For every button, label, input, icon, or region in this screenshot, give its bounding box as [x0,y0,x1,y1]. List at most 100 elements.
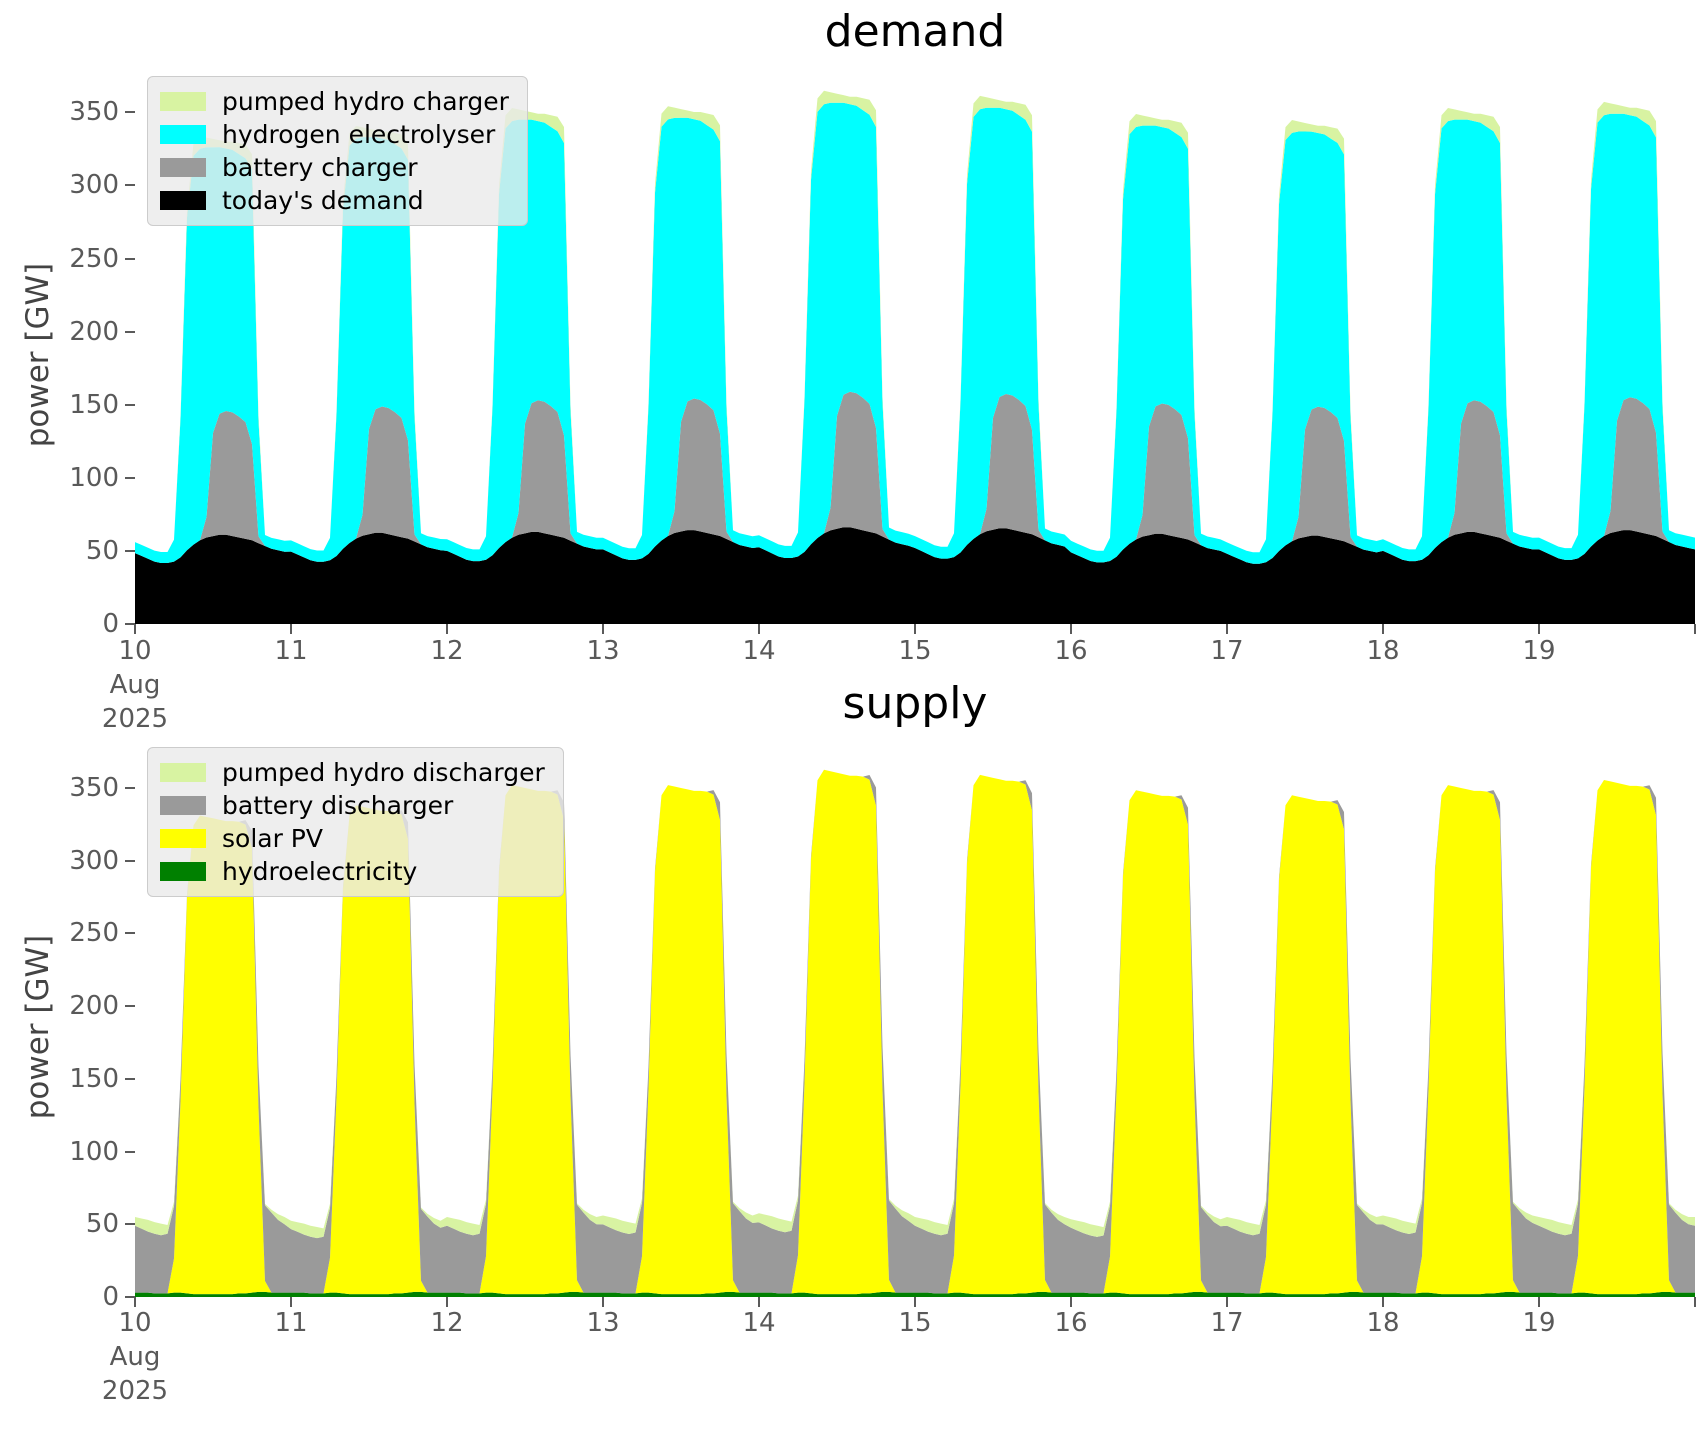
demand-ytick-mark [125,403,135,406]
legend-label-hydroelectricity: hydroelectricity [222,857,418,886]
legend-item-battery-discharger: battery discharger [160,789,545,822]
supply-xtick-label-18: 18 [1366,1308,1400,1338]
legend-swatch-pumped-hydro-discharger [160,763,206,782]
demand-ytick-mark [125,184,135,187]
supply-xtick-mark [134,1297,136,1307]
supply-xtick-label-17: 17 [1210,1308,1244,1338]
supply-xtick-label-13: 13 [586,1308,620,1338]
demand-y-axis-label: power [GW] [20,262,56,448]
legend-swatch-hydroelectricity [160,862,206,881]
legend-item-pumped-hydro-charger: pumped hydro charger [160,85,509,118]
legend-swatch-solar-pv [160,829,206,848]
demand-xtick-mark [1538,624,1540,634]
supply-xtick-mark [758,1297,760,1307]
demand-ytick-label-100: 100 [69,462,119,493]
demand-ytick-mark [125,257,135,260]
legend-item-today-s-demand: today's demand [160,184,509,217]
supply-chart-title: supply [842,678,988,729]
demand-xtick-label-12: 12 [430,636,464,666]
demand-xaxis-sublabel-aug: Aug [109,670,161,700]
supply-ytick-label-300: 300 [69,845,119,876]
demand-xtick-label-14: 14 [742,636,776,666]
supply-xtick-label-16: 16 [1054,1308,1088,1338]
demand-xtick-label-11: 11 [274,636,308,666]
supply-ytick-label-150: 150 [69,1063,119,1094]
demand-xtick-label-10: 10 [118,636,152,666]
demand-ytick-label-250: 250 [69,243,119,274]
demand-xtick-label-17: 17 [1210,636,1244,666]
demand-xtick-mark [290,624,292,634]
legend-label-pumped-hydro-discharger: pumped hydro discharger [222,758,545,787]
supply-xtick-mark [914,1297,916,1307]
legend-item-battery-charger: battery charger [160,151,509,184]
supply-xtick-mark [1538,1297,1540,1307]
supply-xtick-mark [1226,1297,1228,1307]
demand-ytick-label-350: 350 [69,97,119,128]
demand-xtick-mark [1694,624,1696,634]
legend-swatch-hydrogen-electrolyser [160,125,206,144]
supply-xtick-mark [446,1297,448,1307]
supply-ytick-mark [125,859,135,862]
supply-xtick-label-12: 12 [430,1308,464,1338]
legend-label-today-s-demand: today's demand [222,186,424,215]
legend-item-hydroelectricity: hydroelectricity [160,855,545,888]
demand-ytick-label-50: 50 [85,535,119,566]
area-solar-pv [135,769,1695,1295]
area-battery-charger [135,391,1695,564]
demand-xtick-mark [1070,624,1072,634]
demand-xaxis-sublabel-2025: 2025 [101,704,169,734]
demand-xtick-label-19: 19 [1522,636,1556,666]
legend-label-pumped-hydro-charger: pumped hydro charger [222,87,509,116]
supply-xtick-label-19: 19 [1522,1308,1556,1338]
supply-plot-area [135,769,1695,1297]
supply-ytick-label-0: 0 [102,1282,119,1312]
demand-ytick-mark [125,476,135,479]
supply-ytick-label-250: 250 [69,918,119,949]
area-hydroelectricity [135,1291,1695,1297]
legend-label-solar-pv: solar PV [222,824,323,853]
demand-chart-title: demand [824,6,1006,57]
demand-legend: pumped hydro charger hydrogen electrolyse… [147,76,528,226]
supply-xtick-mark [1382,1297,1384,1307]
supply-xtick-mark [290,1297,292,1307]
demand-xtick-label-15: 15 [898,636,932,666]
supply-xtick-mark [1070,1297,1072,1307]
supply-xtick-label-14: 14 [742,1308,776,1338]
supply-xaxis-sublabel-aug: Aug [109,1342,161,1372]
legend-label-battery-discharger: battery discharger [222,791,454,820]
legend-swatch-pumped-hydro-charger [160,92,206,111]
demand-ytick-label-150: 150 [69,389,119,420]
demand-xtick-mark [602,624,604,634]
demand-ytick-mark [125,330,135,333]
supply-ytick-label-50: 50 [85,1209,119,1240]
supply-ytick-label-350: 350 [69,772,119,803]
legend-item-hydrogen-electrolyser: hydrogen electrolyser [160,118,509,151]
supply-xaxis-sublabel-2025: 2025 [101,1376,169,1406]
legend-swatch-battery-charger [160,158,206,177]
legend-label-hydrogen-electrolyser: hydrogen electrolyser [222,120,496,149]
demand-xtick-label-18: 18 [1366,636,1400,666]
supply-xtick-label-10: 10 [118,1308,152,1338]
demand-xtick-mark [758,624,760,634]
supply-ytick-mark [125,932,135,935]
demand-xtick-mark [1226,624,1228,634]
supply-ytick-mark [125,1296,135,1298]
demand-ytick-label-0: 0 [102,609,119,639]
supply-ytick-mark [125,1005,135,1008]
supply-ytick-mark [125,786,135,789]
supply-xtick-mark [602,1297,604,1307]
legend-swatch-battery-discharger [160,796,206,815]
legend-item-pumped-hydro-discharger: pumped hydro discharger [160,756,545,789]
demand-ytick-mark [125,111,135,114]
demand-xtick-mark [914,624,916,634]
demand-ytick-label-200: 200 [69,316,119,347]
supply-legend: pumped hydro discharger battery discharge… [147,747,564,897]
supply-ytick-mark [125,1077,135,1080]
demand-ytick-mark [125,549,135,552]
legend-label-battery-charger: battery charger [222,153,418,182]
demand-xtick-mark [1382,624,1384,634]
supply-ytick-label-100: 100 [69,1136,119,1167]
legend-swatch-today-s-demand [160,191,206,210]
demand-ytick-label-300: 300 [69,170,119,201]
